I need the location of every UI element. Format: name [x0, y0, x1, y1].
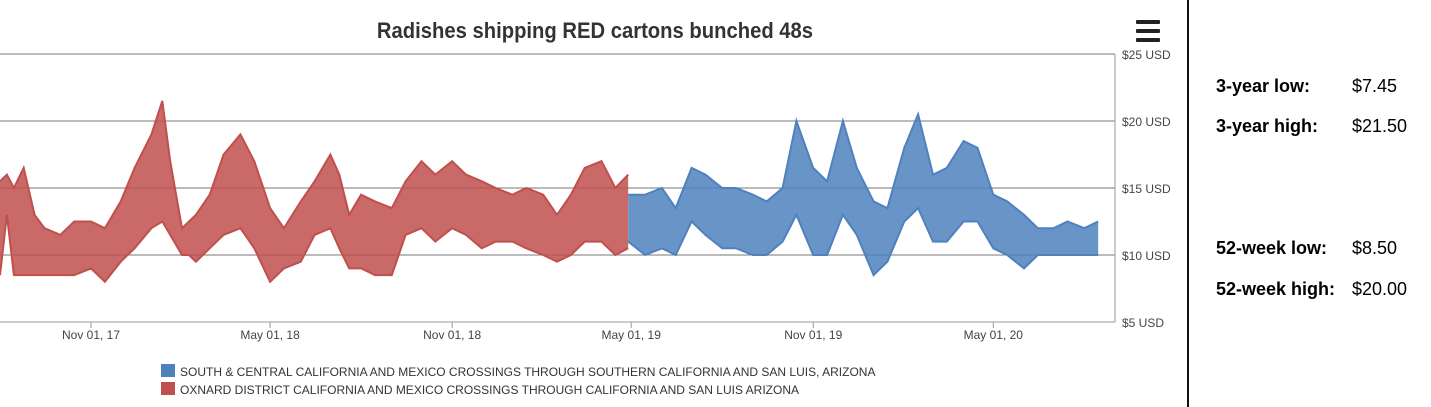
stat-label: 52-week low: [1216, 238, 1328, 258]
legend-item[interactable]: SOUTH & CENTRAL CALIFORNIA AND MEXICO CR… [161, 364, 875, 379]
legend-item[interactable]: OXNARD DISTRICT CALIFORNIA AND MEXICO CR… [161, 382, 799, 397]
stat-value: $7.45 [1352, 76, 1398, 96]
x-tick-label: May 01, 20 [964, 328, 1024, 342]
plot-area [0, 100, 1099, 284]
panel-divider [1187, 0, 1189, 407]
legend-swatch [161, 382, 175, 395]
series-low-line-1 [627, 206, 1099, 277]
stat-value: $20.00 [1352, 279, 1408, 299]
menu-bar [1136, 29, 1160, 33]
stat-label: 3-year low: [1216, 76, 1311, 96]
series-area-0 [0, 100, 629, 282]
series-high-line-1 [628, 111, 1099, 230]
x-tick-label: Nov 01, 17 [62, 328, 120, 342]
stat-3yr-high: 3-year high: $21.50 [1216, 116, 1407, 137]
legend[interactable]: SOUTH & CENTRAL CALIFORNIA AND MEXICO CR… [161, 364, 875, 397]
stat-value: $8.50 [1352, 238, 1398, 258]
y-tick-label: $10 USD [1122, 249, 1171, 263]
x-tick-label: May 01, 19 [602, 328, 662, 342]
series-low-line-0 [0, 214, 629, 284]
stat-3yr-low: 3-year low: $7.45 [1216, 76, 1397, 97]
x-tick-label: Nov 01, 18 [423, 328, 481, 342]
chart: Radishes shipping RED cartons bunched 48… [0, 19, 1171, 397]
y-tick-label: $15 USD [1122, 182, 1171, 196]
series-area-1 [628, 114, 1099, 276]
y-tick-label: $25 USD [1122, 48, 1171, 62]
menu-bar [1136, 38, 1160, 42]
stat-52wk-low: 52-week low: $8.50 [1216, 238, 1397, 259]
x-tick-label: May 01, 18 [240, 328, 300, 342]
series-high-line-0 [0, 100, 629, 237]
legend-swatch [161, 364, 175, 377]
chart-title: Radishes shipping RED cartons bunched 48… [377, 19, 813, 43]
stat-label: 3-year high: [1216, 116, 1319, 136]
price-stats-panel: 3-year low: $7.45 3-year high: $21.50 52… [1216, 0, 1431, 407]
y-tick-label: $5 USD [1122, 316, 1164, 330]
hamburger-menu-icon[interactable] [1136, 20, 1160, 42]
menu-bar [1136, 20, 1160, 24]
x-tick-label: Nov 01, 19 [784, 328, 842, 342]
legend-label: SOUTH & CENTRAL CALIFORNIA AND MEXICO CR… [180, 365, 875, 379]
stat-52wk-high: 52-week high: $20.00 [1216, 279, 1407, 300]
axes: $5 USD $10 USD $15 USD $20 USD $25 USD Nov 01… [62, 48, 1171, 342]
legend-label: OXNARD DISTRICT CALIFORNIA AND MEXICO CR… [180, 383, 799, 397]
stat-label: 52-week high: [1216, 279, 1336, 299]
y-tick-label: $20 USD [1122, 115, 1171, 129]
stat-value: $21.50 [1352, 116, 1408, 136]
